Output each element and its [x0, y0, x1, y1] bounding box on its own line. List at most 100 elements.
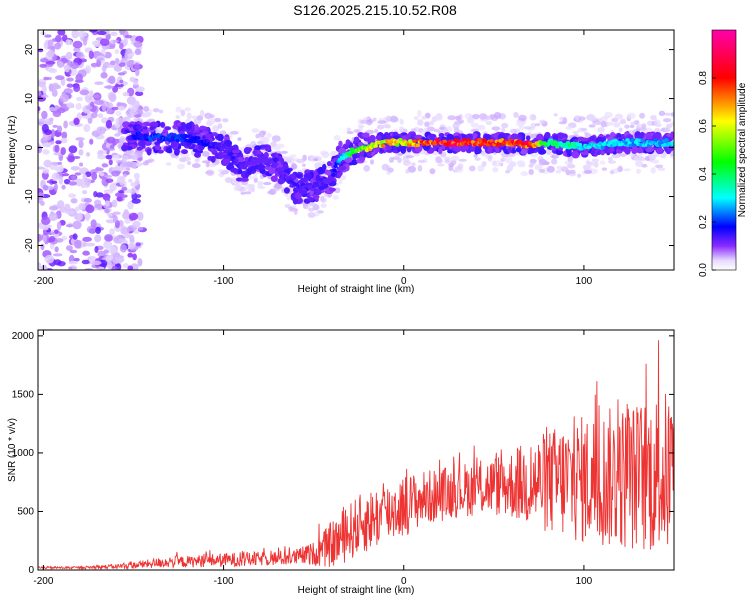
bottom-y-tick-label: 500	[17, 506, 34, 517]
spectrogram-cell	[655, 123, 662, 128]
spectrogram-cell	[336, 171, 342, 179]
spectrogram-cell	[662, 118, 672, 123]
spectrogram-cell	[119, 79, 124, 84]
spectrogram-cell	[446, 133, 454, 141]
spectrogram-cell	[109, 228, 115, 236]
spectrogram-cell	[398, 126, 405, 132]
spectrogram-cell	[175, 149, 181, 154]
spectrogram-cell	[631, 143, 637, 147]
spectrogram-cell	[73, 257, 80, 262]
spectrogram-cell	[199, 125, 206, 131]
spectrogram-cell	[277, 178, 286, 185]
spectrogram-cell	[42, 149, 50, 155]
spectrogram-cell	[106, 136, 116, 144]
spectrogram-cell	[294, 192, 302, 200]
spectrogram-cell	[134, 178, 140, 185]
spectrogram-cell	[402, 160, 412, 167]
spectrogram-cell	[397, 157, 402, 164]
spectrogram-cell	[94, 167, 104, 171]
spectrogram-cell	[180, 140, 187, 147]
spectrogram-cell	[107, 64, 115, 68]
spectrogram-cell	[96, 126, 106, 135]
spectrogram-cell	[114, 256, 125, 263]
spectrogram-cell	[437, 147, 443, 155]
spectrogram-cell	[115, 111, 122, 117]
spectrogram-cell	[99, 38, 110, 47]
spectrogram-cell	[88, 255, 97, 260]
spectrogram-cell	[61, 184, 66, 190]
spectrogram-cell	[461, 145, 470, 150]
spectrogram-cell	[454, 146, 462, 153]
spectrogram-cell	[288, 206, 295, 211]
bottom-y-tick-label: 0	[28, 565, 34, 576]
spectrogram-cell	[626, 112, 636, 120]
spectrogram-cell	[122, 211, 131, 220]
spectrogram-cell	[61, 131, 68, 140]
spectrogram-cell	[378, 117, 384, 121]
spectrogram-cell	[52, 253, 63, 257]
spectrogram-cell	[47, 45, 55, 50]
spectrogram-cell	[41, 85, 47, 94]
spectrogram-cell	[74, 172, 82, 176]
spectrogram-cell	[314, 197, 319, 203]
spectrogram-cell	[73, 84, 81, 93]
spectrogram-cell	[289, 154, 297, 158]
spectrogram-cell	[68, 266, 73, 270]
spectrogram-cell	[81, 259, 90, 265]
spectrogram-cell	[508, 162, 514, 168]
spectrogram-cell	[128, 178, 133, 183]
spectrogram-cell	[98, 259, 108, 268]
spectrogram-cell	[136, 211, 144, 221]
spectrogram-cell	[105, 154, 113, 160]
spectrogram-cell	[134, 48, 142, 56]
spectrogram-cell	[132, 253, 137, 261]
spectrogram-cell	[638, 127, 648, 132]
spectrogram-cell	[266, 132, 272, 138]
spectrogram-cell	[339, 165, 347, 170]
spectrogram-cell	[257, 180, 264, 186]
spectrogram-cell	[444, 159, 451, 164]
spectrogram-cell	[635, 160, 644, 167]
top-y-tick-label: -20	[24, 238, 35, 253]
spectrogram-cell	[534, 164, 543, 171]
spectrogram-cell	[501, 154, 506, 161]
spectrogram-cell	[81, 115, 92, 119]
spectrogram-cell	[571, 151, 580, 159]
spectrogram-cell	[569, 169, 576, 174]
spectrogram-cell	[40, 243, 45, 251]
spectrogram-cell	[333, 135, 341, 141]
spectrogram-cell	[121, 144, 128, 152]
spectrogram-cell	[469, 145, 476, 152]
spectrogram-cell	[191, 163, 201, 169]
spectrogram-cell	[254, 145, 262, 151]
spectrogram-cell	[51, 172, 60, 181]
spectrogram-cell	[250, 165, 257, 171]
spectrogram-cell	[344, 164, 350, 172]
spectrogram-cell	[341, 175, 347, 180]
spectrogram-cell	[88, 50, 94, 60]
spectrogram-cell	[313, 157, 319, 162]
spectrogram-cell	[117, 72, 126, 76]
bottom-x-tick-label: -100	[214, 576, 234, 587]
spectrogram-cell	[270, 175, 278, 182]
spectrogram-cell	[143, 105, 150, 112]
spectrogram-cell	[53, 42, 62, 50]
spectrogram-cell	[126, 167, 131, 171]
spectrogram-cell	[388, 157, 395, 163]
spectrogram-cell	[373, 144, 378, 148]
spectrogram-cell	[428, 120, 435, 126]
spectrogram-cell	[458, 158, 467, 162]
spectrogram-cell	[293, 208, 298, 215]
spectrogram-cell	[111, 170, 120, 177]
spectrogram-cell	[96, 58, 102, 68]
spectrogram-cell	[41, 142, 51, 148]
spectrogram-cell	[462, 138, 467, 142]
spectrogram-cell	[230, 167, 239, 173]
spectrogram-cell	[654, 164, 664, 169]
spectrogram-cell	[135, 194, 142, 199]
spectrogram-cell	[119, 30, 125, 36]
bottom-y-tick-label: 1500	[12, 389, 35, 400]
spectrogram-cell	[92, 40, 99, 46]
spectrogram-cell	[85, 204, 95, 214]
spectrogram-cell	[94, 246, 99, 253]
